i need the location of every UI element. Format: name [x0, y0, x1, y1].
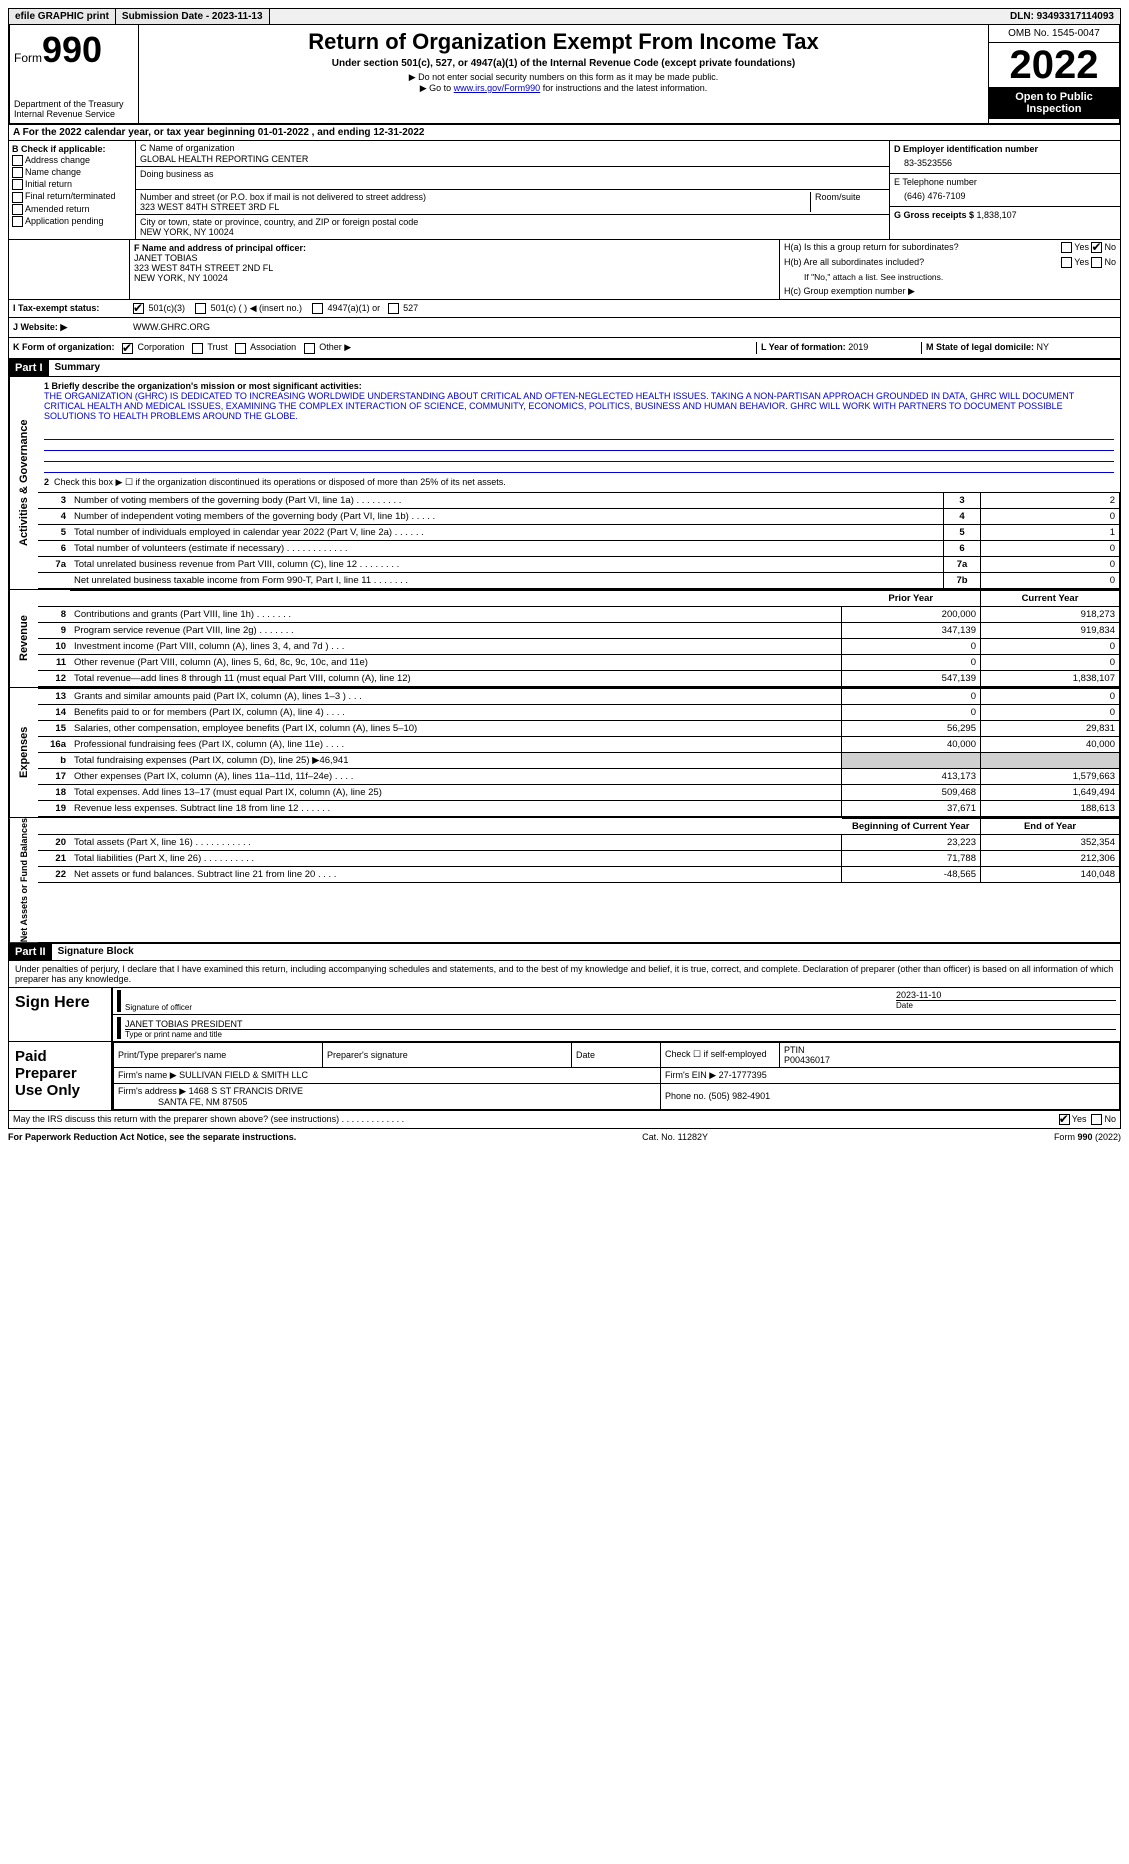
line2: Check this box ▶ ☐ if the organization d… — [54, 477, 506, 487]
omb-number: OMB No. 1545-0047 — [989, 25, 1119, 43]
street-value: 323 WEST 84TH STREET 3RD FL — [140, 202, 810, 212]
part1-num: Part I — [9, 360, 49, 376]
part2-num: Part II — [9, 944, 52, 960]
footer-mid: Cat. No. 11282Y — [642, 1132, 708, 1142]
footer: For Paperwork Reduction Act Notice, see … — [8, 1129, 1121, 1145]
city-value: NEW YORK, NY 10024 — [140, 227, 885, 237]
officer-addr1: 323 WEST 84TH STREET 2ND FL — [134, 263, 775, 273]
efile-print-button[interactable]: efile GRAPHIC print — [9, 9, 116, 24]
form-title: Return of Organization Exempt From Incom… — [143, 29, 984, 55]
hc-label: H(c) Group exemption number ▶ — [780, 284, 1120, 299]
footer-right: Form 990 (2022) — [1054, 1132, 1121, 1142]
form-number: Form990 — [14, 29, 134, 71]
sig-officer-label: Signature of officer — [125, 1003, 896, 1012]
form-header: Form990 Department of the Treasury Inter… — [8, 25, 1121, 125]
sig-date-value: 2023-11-10 — [896, 990, 1116, 1000]
hb-note: If "No," attach a list. See instructions… — [780, 270, 1120, 284]
side-activities: Activities & Governance — [9, 377, 38, 589]
room-label: Room/suite — [810, 192, 885, 212]
form-org-row: K Form of organization: Corporation Trus… — [8, 338, 1121, 358]
website-value: WWW.GHRC.ORG — [133, 322, 210, 333]
submission-date-button[interactable]: Submission Date - 2023-11-13 — [116, 9, 270, 24]
preparer-table: Print/Type preparer's name Preparer's si… — [113, 1042, 1120, 1110]
irs-link[interactable]: www.irs.gov/Form990 — [454, 83, 541, 93]
side-revenue: Revenue — [9, 590, 38, 687]
note-ssn: ▶ Do not enter social security numbers o… — [143, 72, 984, 83]
hb-label: H(b) Are all subordinates included? — [784, 257, 1061, 268]
gross-value: 1,838,107 — [977, 210, 1017, 220]
officer-addr2: NEW YORK, NY 10024 — [134, 273, 775, 283]
sig-intro: Under penalties of perjury, I declare th… — [8, 961, 1121, 988]
side-expenses: Expenses — [9, 688, 38, 817]
net-assets-table: Beginning of Current YearEnd of Year 20T… — [38, 818, 1120, 883]
top-bar: efile GRAPHIC print Submission Date - 20… — [8, 8, 1121, 25]
dept-irs: Internal Revenue Service — [14, 109, 134, 119]
street-label: Number and street (or P.O. box if mail i… — [140, 192, 810, 202]
expenses-block: Expenses 13Grants and similar amounts pa… — [8, 688, 1121, 818]
ein-value: 83-3523556 — [894, 154, 1116, 170]
note-link: ▶ Go to www.irs.gov/Form990 for instruct… — [143, 83, 984, 94]
footer-left: For Paperwork Reduction Act Notice, see … — [8, 1132, 296, 1142]
part1-title: Summary — [49, 360, 107, 375]
side-net: Net Assets or Fund Balances — [9, 818, 38, 942]
governance-table: 3Number of voting members of the governi… — [38, 492, 1120, 589]
form-subtitle: Under section 501(c), 527, or 4947(a)(1)… — [143, 58, 984, 69]
website-row: J Website: ▶ WWW.GHRC.ORG — [8, 318, 1121, 338]
mission-label: 1 Briefly describe the organization's mi… — [44, 381, 1114, 391]
sig-date-label: Date — [896, 1000, 1116, 1010]
gross-label: G Gross receipts $ — [894, 210, 977, 220]
discuss-row: May the IRS discuss this return with the… — [8, 1111, 1121, 1129]
phone-label: E Telephone number — [894, 177, 1116, 187]
mission-text: THE ORGANIZATION (GHRC) IS DEDICATED TO … — [44, 391, 1114, 440]
tax-year-row: A For the 2022 calendar year, or tax yea… — [8, 125, 1121, 141]
entity-info-grid: B Check if applicable: Address change Na… — [8, 141, 1121, 240]
officer-group-section: F Name and address of principal officer:… — [8, 240, 1121, 300]
ha-label: H(a) Is this a group return for subordin… — [784, 242, 1061, 253]
org-name-label: C Name of organization — [140, 143, 885, 153]
revenue-block: Revenue Prior YearCurrent Year 8Contribu… — [8, 590, 1121, 688]
dba-label: Doing business as — [140, 169, 885, 179]
phone-value: (646) 476-7109 — [894, 187, 1116, 203]
activities-governance-block: Activities & Governance 1 Briefly descri… — [8, 377, 1121, 590]
officer-name-title: JANET TOBIAS PRESIDENT — [125, 1019, 1116, 1029]
org-name: GLOBAL HEALTH REPORTING CENTER — [140, 153, 885, 164]
tax-exempt-row: I Tax-exempt status: 501(c)(3) 501(c) ( … — [8, 300, 1121, 318]
net-assets-block: Net Assets or Fund Balances Beginning of… — [8, 818, 1121, 943]
dln-label: DLN: 93493317114093 — [1004, 9, 1120, 24]
tax-year: 2022 — [989, 43, 1119, 87]
part2-title: Signature Block — [52, 944, 140, 959]
expenses-table: 13Grants and similar amounts paid (Part … — [38, 688, 1120, 817]
officer-label: F Name and address of principal officer: — [134, 243, 775, 253]
revenue-table: Prior YearCurrent Year 8Contributions an… — [38, 590, 1120, 687]
city-label: City or town, state or province, country… — [140, 217, 885, 227]
open-to-public: Open to Public Inspection — [989, 87, 1119, 119]
col-b-checkboxes: B Check if applicable: Address change Na… — [9, 141, 136, 239]
dept-treasury: Department of the Treasury — [14, 99, 134, 109]
name-title-label: Type or print name and title — [125, 1029, 1116, 1039]
ein-label: D Employer identification number — [894, 144, 1116, 154]
officer-name: JANET TOBIAS — [134, 253, 775, 263]
sign-here-label: Sign Here — [9, 988, 113, 1041]
part1-bar: Part I Summary — [8, 359, 1121, 377]
part2-bar: Part II Signature Block — [8, 943, 1121, 961]
paid-preparer-label: Paid Preparer Use Only — [9, 1042, 113, 1110]
